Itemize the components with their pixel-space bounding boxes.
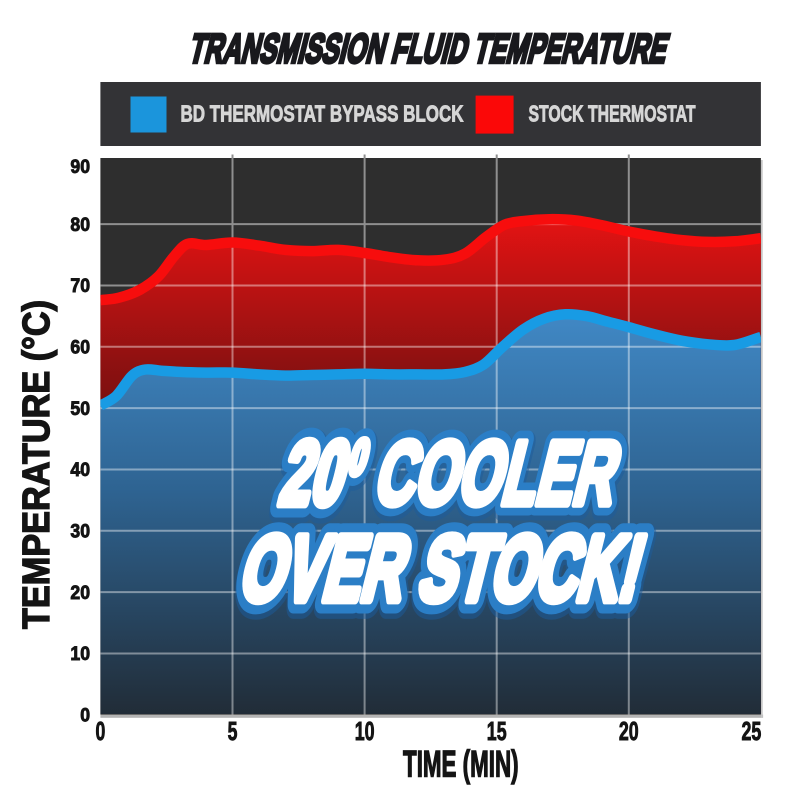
svg-text:200 COOLER: 200 COOLER (272, 424, 630, 524)
svg-text:25: 25 (742, 718, 762, 746)
svg-text:90: 90 (70, 157, 90, 178)
svg-text:20: 20 (619, 718, 639, 746)
svg-text:200 COOLER: 200 COOLER (272, 424, 630, 524)
svg-text:BD THERMOSTAT BYPASS BLOCK: BD THERMOSTAT BYPASS BLOCK (181, 101, 464, 127)
svg-text:5: 5 (228, 718, 238, 746)
svg-text:40: 40 (70, 460, 90, 481)
svg-text:OVER STOCK!: OVER STOCK! (233, 520, 657, 623)
svg-text:0: 0 (96, 718, 106, 746)
svg-text:30: 30 (70, 522, 90, 543)
svg-text:OVER STOCK!: OVER STOCK! (232, 517, 656, 620)
svg-text:10: 10 (355, 718, 375, 746)
svg-text:20: 20 (70, 583, 90, 604)
svg-text:50: 50 (70, 399, 90, 420)
svg-text:TIME (MIN): TIME (MIN) (403, 744, 519, 785)
svg-text:0: 0 (80, 706, 90, 727)
svg-text:10: 10 (70, 644, 90, 665)
svg-text:60: 60 (70, 338, 90, 359)
svg-text:70: 70 (70, 276, 90, 297)
svg-text:TRANSMISSION FLUID TEMPERATURE: TRANSMISSION FLUID TEMPERATURE (185, 25, 674, 71)
svg-text:TEMPERATURE (°C): TEMPERATURE (°C) (16, 300, 58, 629)
svg-text:200 COOLER: 200 COOLER (273, 427, 631, 527)
svg-text:15: 15 (487, 718, 507, 746)
svg-text:STOCK THERMOSTAT: STOCK THERMOSTAT (529, 101, 696, 127)
svg-text:OVER STOCK!: OVER STOCK! (232, 517, 656, 620)
svg-text:80: 80 (70, 215, 90, 236)
